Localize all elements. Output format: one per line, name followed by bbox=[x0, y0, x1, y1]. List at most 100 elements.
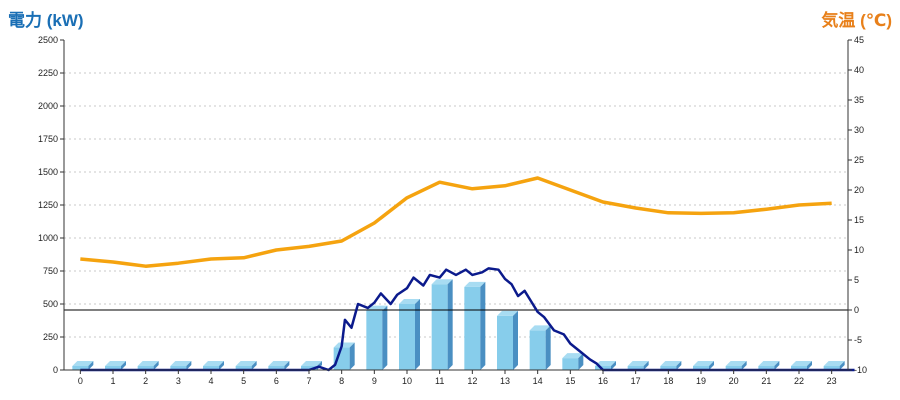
bar bbox=[431, 284, 448, 370]
left-tick-label: 500 bbox=[43, 299, 58, 309]
bar-side bbox=[251, 361, 257, 370]
bar-side bbox=[643, 361, 649, 370]
left-tick-label: 1500 bbox=[38, 167, 58, 177]
x-tick-label: 22 bbox=[794, 376, 804, 386]
temperature-series bbox=[80, 176, 832, 268]
bar-top bbox=[758, 361, 780, 366]
bar-top bbox=[725, 361, 747, 366]
right-tick-label: 35 bbox=[854, 95, 864, 105]
x-tick-label: 6 bbox=[274, 376, 279, 386]
bar-top bbox=[529, 325, 551, 331]
bar bbox=[758, 366, 775, 370]
bar-side bbox=[741, 361, 747, 370]
power-line bbox=[80, 267, 855, 372]
bar-side bbox=[219, 361, 224, 370]
bar-side bbox=[415, 299, 420, 370]
bar-top bbox=[137, 361, 159, 366]
bar-top bbox=[170, 361, 192, 366]
x-tick-label: 4 bbox=[208, 376, 213, 386]
x-tick-label: 2 bbox=[143, 376, 148, 386]
bar-top bbox=[105, 361, 126, 366]
bar-top bbox=[693, 361, 714, 366]
bar bbox=[235, 366, 252, 370]
bar-side bbox=[709, 361, 714, 370]
bar-side bbox=[807, 361, 812, 370]
right-tick-label: 15 bbox=[854, 215, 864, 225]
bar-top bbox=[464, 281, 486, 287]
bar bbox=[203, 366, 219, 370]
bar-top bbox=[562, 353, 584, 359]
left-tick-label: 250 bbox=[43, 332, 58, 342]
bar bbox=[72, 366, 89, 370]
x-tick-label: 20 bbox=[729, 376, 739, 386]
bar-side bbox=[186, 361, 192, 370]
bar bbox=[105, 366, 121, 370]
x-tick-label: 1 bbox=[110, 376, 115, 386]
bar-side bbox=[88, 361, 94, 370]
bar-side bbox=[774, 361, 780, 370]
right-tick-label: 10 bbox=[854, 245, 864, 255]
right-tick-label: 20 bbox=[854, 185, 864, 195]
bar-series bbox=[72, 279, 845, 370]
right-tick-label: -5 bbox=[854, 335, 862, 345]
bar-top bbox=[399, 299, 420, 304]
left-axis-title: 電力 (kW) bbox=[8, 11, 84, 30]
bar bbox=[497, 315, 513, 370]
bar-side bbox=[839, 361, 845, 370]
left-tick-label: 2250 bbox=[38, 68, 58, 78]
right-tick-label: 5 bbox=[854, 275, 859, 285]
x-tick-label: 23 bbox=[827, 376, 837, 386]
left-tick-label: 750 bbox=[43, 266, 58, 276]
x-tick-label: 17 bbox=[631, 376, 641, 386]
right-tick-label: -10 bbox=[854, 365, 867, 375]
bar bbox=[464, 286, 481, 370]
right-tick-label: 25 bbox=[854, 155, 864, 165]
power-series bbox=[80, 267, 855, 372]
right-axis-title: 気温 (℃) bbox=[821, 11, 892, 30]
axes bbox=[60, 39, 852, 374]
bar-top bbox=[431, 279, 453, 285]
bar-side bbox=[480, 281, 486, 370]
bar-top bbox=[72, 361, 94, 366]
bar bbox=[823, 366, 840, 370]
bar-top bbox=[595, 361, 616, 366]
right-tick-label: 0 bbox=[854, 305, 859, 315]
x-tick-label: 13 bbox=[500, 376, 510, 386]
x-tick-label: 9 bbox=[372, 376, 377, 386]
x-tick-label: 12 bbox=[467, 376, 477, 386]
bar-top bbox=[203, 361, 224, 366]
temperature-line bbox=[80, 176, 832, 268]
bar-side bbox=[284, 361, 290, 370]
x-tick-label: 5 bbox=[241, 376, 246, 386]
bar bbox=[725, 366, 742, 370]
right-tick-label: 45 bbox=[854, 35, 864, 45]
bar bbox=[693, 366, 709, 370]
bar-side bbox=[676, 361, 682, 370]
bar-side bbox=[447, 279, 453, 370]
left-tick-label: 1750 bbox=[38, 134, 58, 144]
bar bbox=[627, 366, 644, 370]
bar bbox=[170, 366, 187, 370]
bar-top bbox=[235, 361, 257, 366]
x-tick-label: 14 bbox=[533, 376, 543, 386]
bar bbox=[399, 304, 415, 370]
bar-top bbox=[301, 361, 322, 366]
bar-top bbox=[497, 310, 518, 316]
bar-top bbox=[791, 361, 812, 366]
x-tick-label: 18 bbox=[663, 376, 673, 386]
bar bbox=[366, 310, 383, 370]
bar-side bbox=[153, 361, 159, 370]
bar-side bbox=[513, 310, 518, 370]
bar bbox=[562, 358, 579, 370]
bar bbox=[301, 366, 317, 370]
bar bbox=[595, 366, 611, 370]
x-tick-label: 0 bbox=[78, 376, 83, 386]
bar-side bbox=[578, 353, 584, 370]
bar bbox=[137, 366, 154, 370]
left-tick-label: 1250 bbox=[38, 200, 58, 210]
right-tick-label: 30 bbox=[854, 125, 864, 135]
bar-top bbox=[268, 361, 290, 366]
tick-labels: 02505007501000125015001750200022502500-1… bbox=[38, 35, 867, 386]
x-tick-label: 7 bbox=[306, 376, 311, 386]
bar-top bbox=[333, 342, 355, 348]
